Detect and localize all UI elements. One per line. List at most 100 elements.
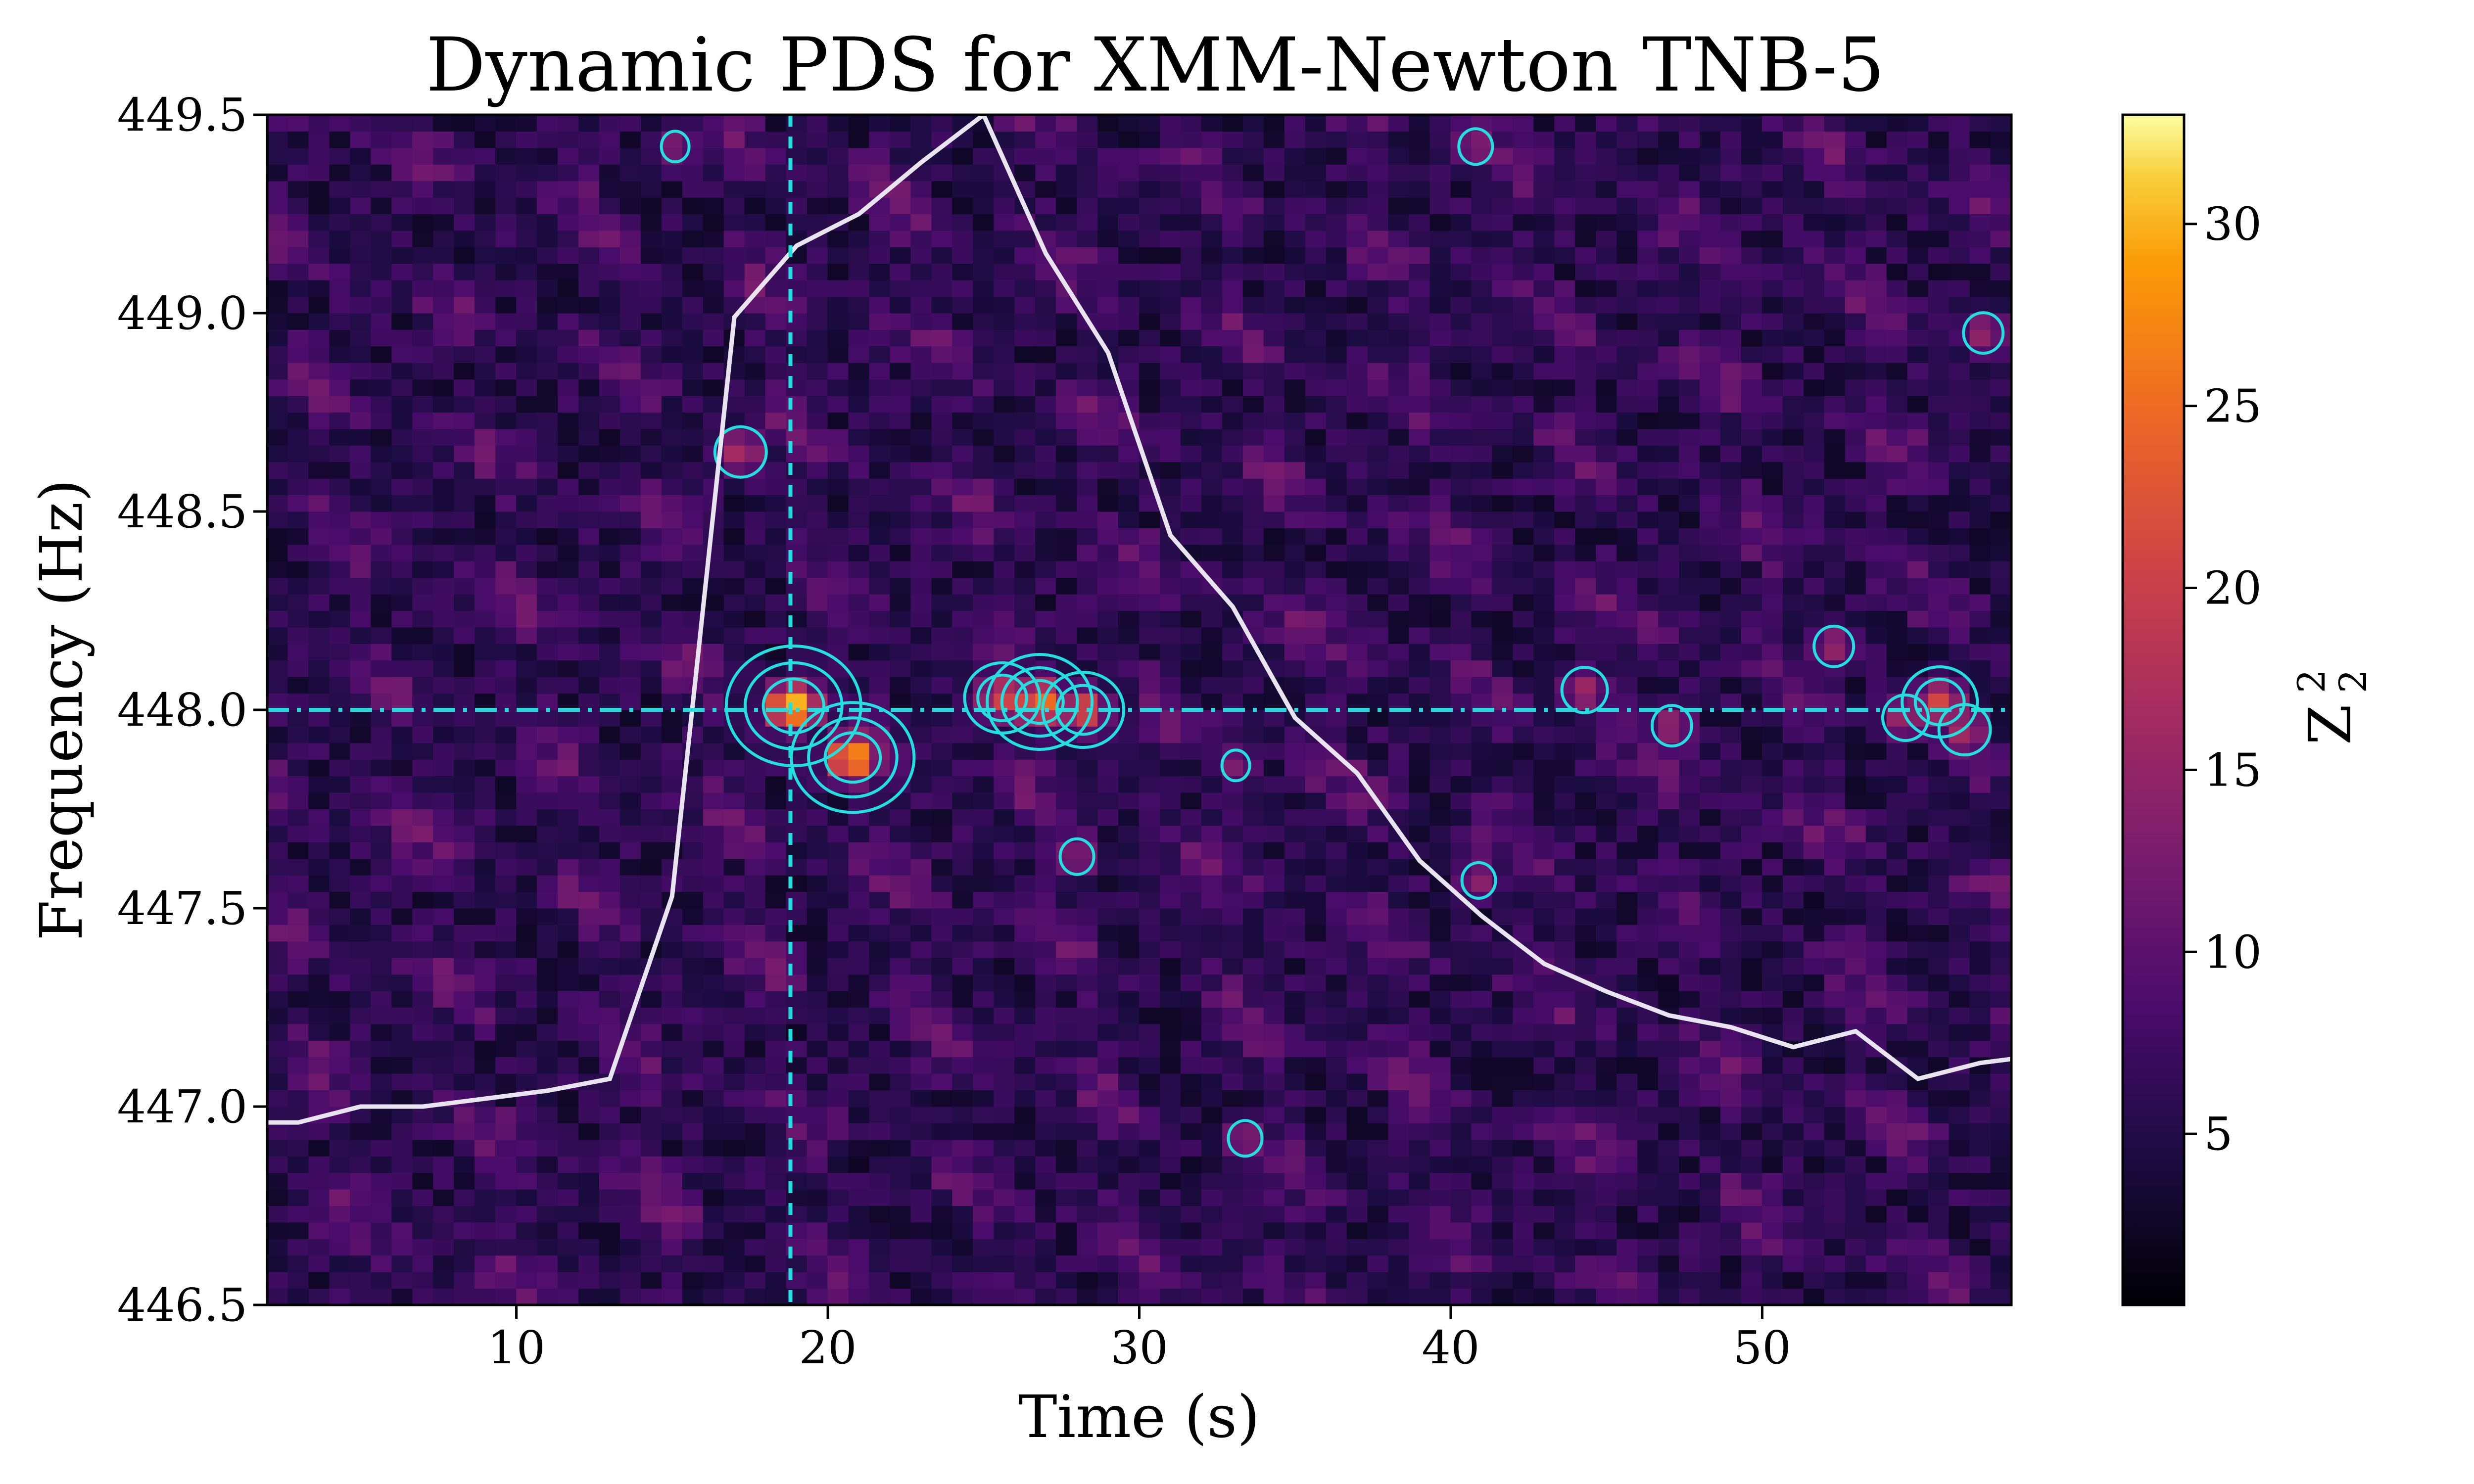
heatmap-cell xyxy=(1139,693,1160,710)
heatmap-cell xyxy=(558,1156,579,1173)
heatmap-cell xyxy=(890,627,911,644)
heatmap-cell xyxy=(1222,428,1243,446)
heatmap-cell xyxy=(267,495,288,512)
heatmap-cell xyxy=(1139,1106,1160,1123)
heatmap-cell xyxy=(1949,544,1970,561)
heatmap-cell xyxy=(1803,346,1825,363)
heatmap-cell xyxy=(1720,1122,1742,1140)
heatmap-cell xyxy=(1700,1206,1721,1223)
heatmap-cell xyxy=(619,577,641,595)
heatmap-cell xyxy=(1928,792,1950,809)
heatmap-cell xyxy=(1990,495,2011,512)
heatmap-cell xyxy=(1658,875,1680,892)
heatmap-cell xyxy=(1969,776,1991,793)
heatmap-cell xyxy=(454,1023,476,1041)
heatmap-cell xyxy=(1429,577,1451,595)
heatmap-cell xyxy=(599,875,620,892)
heatmap-cell xyxy=(973,1122,995,1140)
heatmap-cell xyxy=(1865,511,1887,528)
heatmap-cell xyxy=(1388,1023,1410,1041)
heatmap-cell xyxy=(1367,1023,1389,1041)
heatmap-cell xyxy=(475,428,496,446)
heatmap-cell xyxy=(1533,908,1555,925)
heatmap-cell xyxy=(1180,428,1202,446)
heatmap-cell xyxy=(1990,1073,2011,1091)
heatmap-cell xyxy=(1242,412,1264,429)
heatmap-cell xyxy=(703,676,724,694)
heatmap-cell xyxy=(1741,610,1762,628)
heatmap-cell xyxy=(1409,511,1430,528)
heatmap-cell xyxy=(412,726,434,743)
heatmap-cell xyxy=(1782,1106,1804,1123)
heatmap-cell xyxy=(890,974,911,991)
heatmap-cell xyxy=(1658,329,1680,347)
heatmap-cell xyxy=(1533,1057,1555,1074)
heatmap-cell xyxy=(807,1255,828,1272)
heatmap-cell xyxy=(1886,941,1908,958)
heatmap-cell xyxy=(287,858,309,876)
heatmap-cell xyxy=(1969,875,1991,892)
heatmap-cell xyxy=(516,809,538,826)
heatmap-cell xyxy=(1658,627,1680,644)
heatmap-cell xyxy=(287,1189,309,1206)
heatmap-cell xyxy=(1700,362,1721,380)
heatmap-cell xyxy=(910,478,932,496)
heatmap-cell xyxy=(1305,1007,1327,1024)
heatmap-cell xyxy=(1118,1206,1140,1223)
heatmap-cell xyxy=(619,908,641,925)
heatmap-cell xyxy=(1492,726,1514,743)
heatmap-cell xyxy=(1097,841,1119,859)
heatmap-cell xyxy=(1761,941,1783,958)
heatmap-cell xyxy=(1928,462,1950,479)
heatmap-cell xyxy=(827,1222,849,1239)
heatmap-cell xyxy=(454,346,476,363)
heatmap-cell xyxy=(267,660,288,677)
heatmap-cell xyxy=(558,610,579,628)
heatmap-cell xyxy=(433,1238,455,1256)
heatmap-cell xyxy=(308,1156,330,1173)
heatmap-cell xyxy=(1741,1057,1762,1074)
heatmap-cell xyxy=(827,346,849,363)
heatmap-cell xyxy=(1471,1139,1493,1157)
heatmap-cell xyxy=(1201,908,1223,925)
heatmap-cell xyxy=(1720,1238,1742,1256)
heatmap-cell xyxy=(1450,1255,1472,1272)
heatmap-cell xyxy=(1201,462,1223,479)
heatmap-cell xyxy=(723,1139,745,1157)
heatmap-cell xyxy=(1346,511,1368,528)
heatmap-cell xyxy=(682,809,704,826)
heatmap-cell xyxy=(1201,891,1223,909)
heatmap-cell xyxy=(1388,527,1410,545)
heatmap-cell xyxy=(1637,1255,1659,1272)
heatmap-cell xyxy=(1367,478,1389,496)
heatmap-cell xyxy=(1367,941,1389,958)
heatmap-cell xyxy=(558,428,579,446)
heatmap-cell xyxy=(1077,1222,1098,1239)
heatmap-cell xyxy=(973,908,995,925)
heatmap-cell xyxy=(973,1222,995,1239)
heatmap-cell xyxy=(994,560,1015,578)
heatmap-cell xyxy=(1865,776,1887,793)
heatmap-cell xyxy=(1409,1288,1430,1305)
heatmap-cell xyxy=(682,974,704,991)
heatmap-cell xyxy=(350,445,372,463)
heatmap-cell xyxy=(1761,693,1783,710)
heatmap-cell xyxy=(1513,560,1534,578)
heatmap-cell xyxy=(1014,792,1036,809)
heatmap-cell xyxy=(1803,759,1825,777)
heatmap-cell xyxy=(703,1255,724,1272)
heatmap-cell xyxy=(1242,1007,1264,1024)
heatmap-cell xyxy=(1637,577,1659,595)
heatmap-cell xyxy=(1782,445,1804,463)
heatmap-cell xyxy=(1513,1172,1534,1190)
heatmap-cell xyxy=(1056,990,1078,1008)
heatmap-cell xyxy=(1450,1007,1472,1024)
heatmap-cell xyxy=(1761,891,1783,909)
heatmap-cell xyxy=(1492,1040,1514,1058)
heatmap-cell xyxy=(1160,957,1181,975)
heatmap-cell xyxy=(1180,957,1202,975)
heatmap-cell xyxy=(1990,362,2011,380)
heatmap-cell xyxy=(1409,379,1430,396)
heatmap-cell xyxy=(931,627,953,644)
heatmap-cell xyxy=(1658,924,1680,942)
